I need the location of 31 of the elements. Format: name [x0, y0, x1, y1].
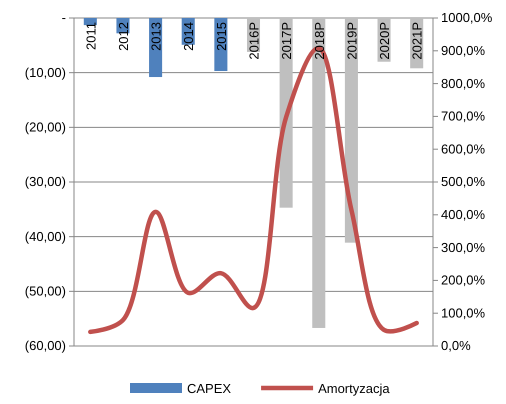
- y-tick-label: (20,00): [24, 119, 66, 134]
- y-tick-label: (60,00): [24, 338, 66, 354]
- y2-tick-label: 400,0%: [441, 206, 486, 222]
- y-tick-label: (40,00): [24, 228, 66, 244]
- x-tick-label: 2013: [148, 22, 164, 51]
- legend-label: CAPEX: [187, 381, 232, 396]
- x-tick-label: 2016P: [246, 22, 262, 60]
- x-tick-label: 2014: [181, 22, 196, 51]
- x-tick-label: 2018P: [312, 22, 327, 60]
- y2-tick-label: 800,0%: [441, 76, 486, 91]
- x-tick-label: 2017P: [279, 22, 294, 60]
- y2-tick-label: 600,0%: [441, 141, 486, 156]
- x-tick-label: 2019P: [344, 22, 360, 60]
- y2-tick-label: 500,0%: [441, 174, 486, 190]
- y2-tick-label: 0,0%: [441, 338, 472, 354]
- y2-tick-label: 300,0%: [441, 240, 486, 255]
- y2-tick-label: 200,0%: [441, 272, 486, 288]
- y-tick-label: (50,00): [24, 283, 66, 298]
- x-tick-label: 2020P: [377, 22, 392, 60]
- y-tick-label: (30,00): [24, 174, 66, 190]
- x-tick-label: 2012: [116, 22, 131, 51]
- y2-tick-label: 1000,0%: [441, 10, 493, 26]
- legend-label: Amortyzacja: [318, 381, 390, 396]
- y2-tick-label: 100,0%: [441, 305, 486, 320]
- y2-tick-label: 900,0%: [441, 42, 486, 58]
- y2-tick-label: 700,0%: [441, 108, 486, 124]
- x-tick-label: 2015: [214, 22, 229, 51]
- y-tick-label: -: [62, 10, 66, 26]
- x-tick-label: 2011: [83, 22, 98, 50]
- x-tick-label: 2021P: [410, 22, 425, 60]
- y-tick-label: (10,00): [24, 64, 66, 80]
